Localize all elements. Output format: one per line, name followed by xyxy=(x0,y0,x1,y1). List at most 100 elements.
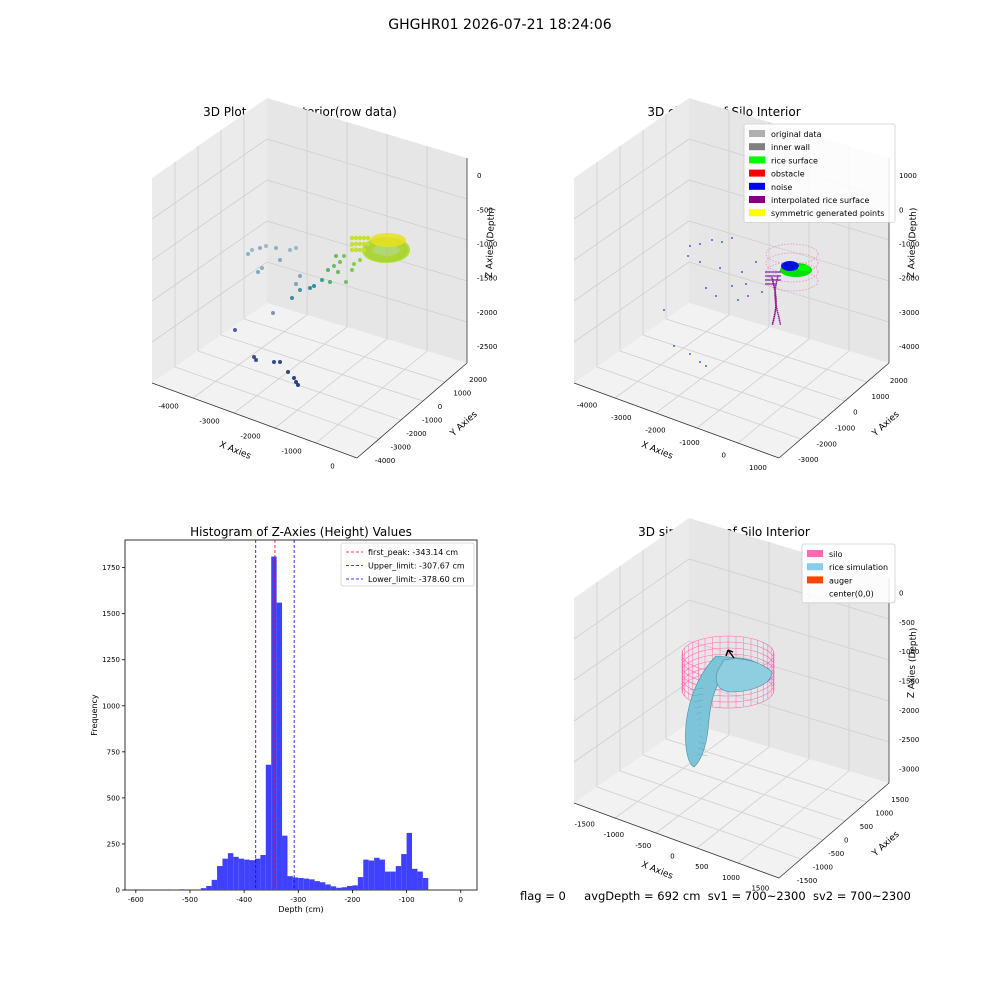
y-tick-label: -500 xyxy=(828,850,844,858)
z-tick-label: -1000 xyxy=(899,648,919,656)
data-point xyxy=(342,254,346,258)
histogram-bar xyxy=(319,882,326,890)
wall-ring xyxy=(765,270,819,292)
interpolated-point xyxy=(774,290,776,293)
z-tick-label: -2000 xyxy=(477,309,497,317)
x-axis-label: Depth (cm) xyxy=(278,905,323,914)
x-tick-label: 1000 xyxy=(722,874,740,882)
z-tick-label: -1500 xyxy=(899,678,919,686)
interpolated-point xyxy=(769,279,771,281)
z-tick-label: -3000 xyxy=(899,765,919,773)
y-tick-label: 500 xyxy=(107,794,120,802)
noise-point xyxy=(737,299,739,301)
histogram-bar xyxy=(363,859,369,890)
x-tick-label: -4000 xyxy=(577,401,597,409)
y-tick-label: 2000 xyxy=(469,376,487,384)
data-point xyxy=(286,370,290,374)
legend-label: Lower_limit: -378.60 cm xyxy=(368,575,465,584)
y-tick-label: 1000 xyxy=(102,702,120,710)
data-point xyxy=(294,246,298,250)
z-tick-label: -2000 xyxy=(899,275,919,283)
grid-line xyxy=(315,350,428,444)
x-axis-line xyxy=(573,802,780,879)
interpolated-point xyxy=(769,275,771,277)
histogram-bar xyxy=(179,889,185,890)
grid-line xyxy=(151,220,268,302)
y-tick-label: 1000 xyxy=(453,389,471,397)
data-point xyxy=(296,383,300,387)
data-point xyxy=(349,235,355,241)
data-point xyxy=(336,270,340,274)
surface-mesh xyxy=(697,717,702,721)
histogram-bar xyxy=(287,876,293,890)
histogram-bar xyxy=(379,859,385,890)
y-tick-label: -1000 xyxy=(813,864,833,872)
legend-label: silo xyxy=(829,550,843,559)
data-point xyxy=(288,248,292,252)
data-point xyxy=(294,380,298,384)
histogram-bar xyxy=(200,888,207,890)
panel-histogram: Histogram of Z-Axies (Height) Values -600… xyxy=(90,525,478,914)
z-tick-label: -1000 xyxy=(477,240,497,248)
interpolated-point xyxy=(777,315,780,318)
interpolated-point xyxy=(767,283,769,285)
y-tick-label: 250 xyxy=(107,840,120,848)
floor-pane xyxy=(574,723,889,878)
grid-line xyxy=(266,138,468,200)
data-point xyxy=(294,282,298,286)
interpolated-point xyxy=(775,275,777,277)
noise-point xyxy=(741,271,743,273)
legend-swatch xyxy=(807,576,823,584)
grid-line xyxy=(266,179,468,241)
histogram-bar xyxy=(173,889,180,890)
status-sv2: sv2 = 700~2300 xyxy=(812,889,911,903)
x-tick-label: -2000 xyxy=(645,426,665,434)
noise-point xyxy=(745,283,747,285)
histogram-bar xyxy=(244,859,250,890)
data-point xyxy=(278,360,282,364)
interpolated-point xyxy=(776,311,779,314)
grid-line xyxy=(274,338,388,429)
legend-swatch xyxy=(749,143,765,151)
data-point xyxy=(358,258,362,262)
grid-line xyxy=(573,599,690,681)
grid-line xyxy=(665,318,868,383)
interpolated-point xyxy=(775,271,777,273)
x-tick-label: -1500 xyxy=(574,820,594,828)
interpolated-point xyxy=(774,292,776,295)
legend-label: first_peak: -343.14 cm xyxy=(368,548,458,557)
x-tick-label: -1000 xyxy=(604,831,624,839)
legend-swatch xyxy=(807,563,823,571)
grid-line xyxy=(737,350,850,444)
z-axis-label: Z Axies (Depth) xyxy=(907,208,919,279)
left-pane xyxy=(152,98,267,383)
surface-mesh xyxy=(699,729,702,733)
interpolated-point xyxy=(773,271,775,273)
interpolated-point xyxy=(775,279,777,281)
interpolated-point xyxy=(769,271,771,273)
interpolated-point xyxy=(774,310,777,312)
data-point xyxy=(256,270,260,274)
panel-raw-3d-scatter: 3D Plot of Silo Interior(row data)-4000-… xyxy=(151,98,497,471)
z-tick-label: -2500 xyxy=(899,736,919,744)
wall-ring xyxy=(765,252,819,274)
histogram-bar xyxy=(227,853,234,890)
grid-line xyxy=(573,179,690,261)
noise-point xyxy=(719,267,721,269)
y-tick-label: 750 xyxy=(107,748,120,756)
data-point xyxy=(271,311,275,315)
histogram-bar xyxy=(422,878,429,890)
surface-mesh xyxy=(698,741,705,745)
grid-line xyxy=(619,350,824,421)
histogram-bar xyxy=(238,858,245,890)
noise-point xyxy=(761,291,763,293)
y-tick-label: 0 xyxy=(116,887,120,895)
x-tick-label: -1000 xyxy=(679,439,699,447)
data-point xyxy=(349,247,355,253)
data-point xyxy=(246,252,250,256)
right-pane xyxy=(267,98,467,363)
data-point xyxy=(274,246,278,250)
data-point xyxy=(260,266,264,270)
x-tick-label: -3000 xyxy=(199,418,219,426)
chart-title: Histogram of Z-Axies (Height) Values xyxy=(190,525,412,539)
